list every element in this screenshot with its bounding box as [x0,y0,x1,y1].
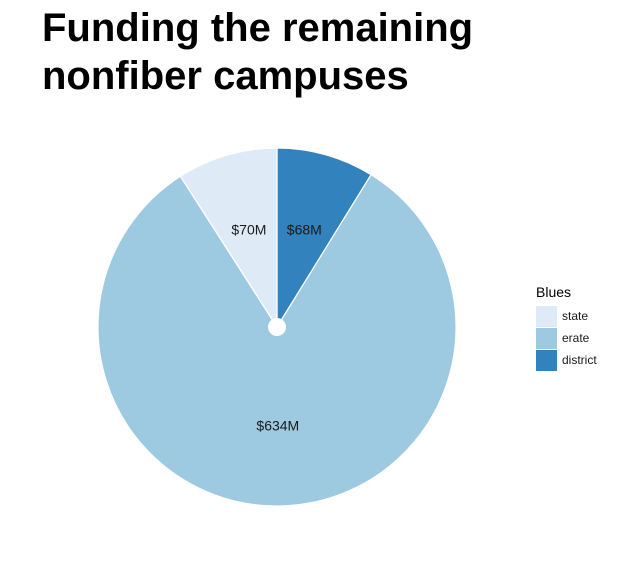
legend-swatch-state [536,305,557,327]
chart-title-line-2: nonfiber campuses [42,54,409,98]
legend-swatch-district [536,349,557,371]
legend-swatch-erate [536,327,557,349]
chart-title-line-1: Funding the remaining [42,6,474,50]
legend-item-district: district [536,349,597,371]
legend-title: Blues [536,284,572,300]
pie-slice-erate [97,173,457,507]
legend: Blues state erate district [536,283,597,371]
pie-slice-district [276,147,372,330]
legend-label-district: district [562,353,597,367]
chart-title: Funding the remaining nonfiber campuses [42,4,602,100]
pie-center-hole [268,318,286,336]
data-label-district: $68M [287,222,322,238]
data-label-erate: $634M [256,418,299,434]
data-label-state: $70M [231,222,266,238]
legend-item-state: state [536,305,597,327]
legend-label-state: state [562,309,589,323]
legend-item-erate: erate [536,327,597,349]
pie-slice-state [179,147,278,330]
legend-label-erate: erate [562,331,590,345]
